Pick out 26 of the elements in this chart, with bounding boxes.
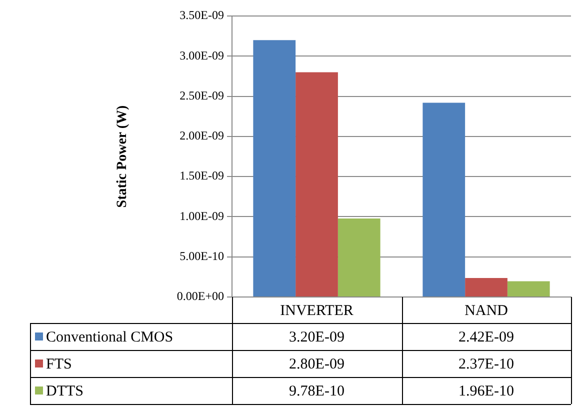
x-tick-label: NAND [464,302,508,319]
y-axis-title: Static Power (W) [115,104,130,208]
data-label: 9.78E-10 [289,383,344,400]
bar [465,278,508,296]
y-tick-label: 1.00E-09 [180,208,224,223]
bar [507,281,550,296]
y-tick-label: 3.00E-09 [180,48,224,62]
bar [338,218,380,296]
y-tick-label: 1.50E-09 [180,168,224,183]
bar [253,40,296,296]
data-label: 2.42E-09 [458,329,514,346]
data-label: 2.37E-10 [458,356,514,372]
data-label: 2.80E-09 [289,356,344,372]
x-tick-label: INVERTER [280,302,354,319]
y-tick-label: 5.00E-10 [180,249,224,264]
legend-label: DTTS [46,383,84,400]
legend-label: Conventional CMOS [46,329,174,346]
bar [296,72,338,296]
y-tick-label: 2.00E-09 [180,128,224,143]
bar [422,102,466,296]
data-label: 1.96E-10 [458,383,514,400]
y-tick-label: 0.00E+00 [176,289,224,304]
y-tick-label: 3.50E-09 [180,8,224,22]
legend-label: FTS [46,356,72,372]
y-tick-label: 2.50E-09 [180,88,224,102]
data-label: 3.20E-09 [289,329,344,346]
